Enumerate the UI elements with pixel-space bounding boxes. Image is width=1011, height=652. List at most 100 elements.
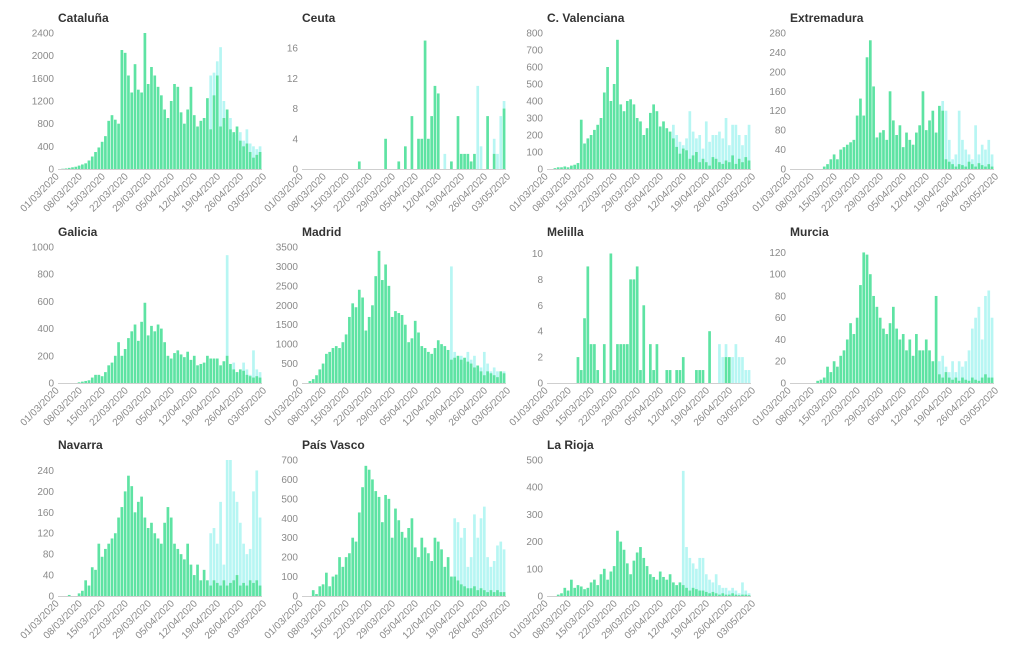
bar [219, 365, 222, 383]
bar-secondary [685, 547, 688, 596]
bar [632, 279, 636, 383]
bar [176, 350, 180, 383]
bar [166, 355, 170, 383]
bar-secondary [980, 144, 984, 169]
bar [928, 120, 931, 169]
bar [413, 320, 417, 383]
bar [829, 159, 833, 169]
bar [173, 353, 176, 383]
bar [206, 98, 209, 169]
bar [390, 537, 394, 596]
bar [459, 153, 463, 169]
bar [502, 373, 506, 383]
bar [499, 592, 503, 596]
bar-secondary [688, 557, 692, 596]
bar-secondary [499, 541, 503, 596]
bar-secondary [688, 111, 692, 169]
y-tick-label: 40 [775, 145, 787, 156]
bar [446, 349, 450, 383]
bar [892, 306, 895, 383]
bar [639, 547, 642, 596]
bar [407, 528, 410, 596]
y-tick-label: 1000 [276, 340, 299, 351]
bar [473, 367, 476, 383]
bar [328, 351, 332, 383]
bar-secondary [741, 582, 744, 596]
bar [849, 142, 852, 169]
bar-secondary [496, 545, 499, 596]
bar [77, 593, 81, 596]
bar [117, 342, 120, 383]
bar [404, 324, 407, 383]
bar-secondary [229, 460, 232, 596]
bar [915, 334, 918, 383]
bar [255, 154, 259, 169]
bar [589, 135, 593, 169]
bar [708, 593, 711, 596]
bar-secondary [492, 561, 496, 596]
bar [721, 163, 725, 169]
bar-secondary [215, 543, 219, 596]
y-tick-label: 0 [537, 165, 543, 176]
bar-secondary [232, 491, 236, 596]
y-tick-label: 600 [281, 475, 298, 486]
bar-secondary [482, 351, 486, 383]
bar [658, 571, 662, 596]
bar [443, 566, 447, 596]
bar [476, 590, 480, 596]
y-tick-label: 160 [769, 87, 786, 98]
bar-secondary [964, 149, 968, 169]
bar [423, 348, 427, 383]
bar [612, 566, 616, 596]
bar [489, 373, 493, 383]
bar [81, 381, 84, 383]
bar [819, 379, 823, 383]
bar [463, 586, 466, 596]
bar [556, 167, 560, 169]
bar [212, 358, 216, 383]
bar [334, 346, 338, 383]
bar-secondary [957, 110, 961, 169]
bar [489, 590, 493, 596]
bar [852, 334, 856, 383]
bar-secondary [731, 587, 734, 596]
bar [318, 369, 322, 383]
bar [196, 126, 199, 169]
bar-secondary [980, 339, 984, 383]
bar [599, 574, 603, 596]
bar [446, 557, 450, 596]
bar [238, 585, 242, 596]
bar [252, 377, 255, 383]
chart-panel: Galicia0200400600800100001/03/202008/03/… [19, 225, 270, 429]
bar [183, 559, 186, 596]
chart-panel: Navarra0408012016020024001/03/202008/03/… [19, 438, 270, 642]
bar [842, 350, 846, 383]
y-tick-label: 700 [281, 456, 298, 467]
bar [163, 342, 166, 383]
bar [655, 111, 659, 169]
bar [417, 332, 420, 383]
bar [153, 533, 157, 596]
bar [589, 582, 593, 596]
bar [865, 254, 869, 383]
bar [836, 159, 839, 169]
bar [311, 379, 315, 383]
y-tick-label: 500 [281, 494, 298, 505]
bar-secondary [245, 554, 249, 596]
bar [711, 157, 715, 169]
bar-secondary [941, 355, 945, 383]
y-tick-label: 400 [526, 483, 543, 494]
y-tick-label: 1200 [32, 97, 55, 108]
bar [202, 118, 206, 169]
bar [711, 591, 715, 596]
bar [156, 86, 160, 169]
bar [104, 372, 107, 383]
bar [367, 469, 371, 596]
bar [189, 86, 193, 169]
bar-secondary [691, 563, 695, 596]
bar [443, 346, 447, 383]
bar [245, 374, 249, 383]
bar [192, 575, 196, 596]
y-tick-label: 300 [281, 533, 298, 544]
bar [463, 153, 466, 169]
